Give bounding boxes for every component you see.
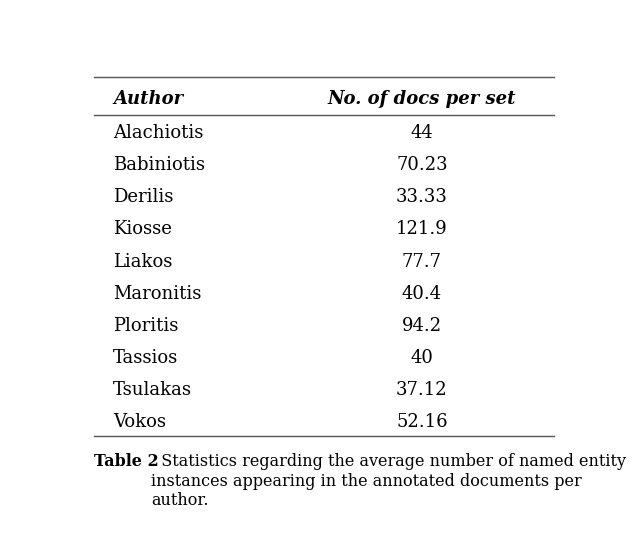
Text: Ploritis: Ploritis xyxy=(113,317,179,335)
Text: Alachiotis: Alachiotis xyxy=(113,124,204,142)
Text: Kiosse: Kiosse xyxy=(113,220,172,239)
Text: Babiniotis: Babiniotis xyxy=(113,156,205,174)
Text: 40: 40 xyxy=(410,349,434,367)
Text: Table 2: Table 2 xyxy=(94,453,159,470)
Text: 44: 44 xyxy=(411,124,433,142)
Text: 52.16: 52.16 xyxy=(396,413,447,431)
Text: No. of docs per set: No. of docs per set xyxy=(327,90,516,108)
Text: Vokos: Vokos xyxy=(113,413,166,431)
Text: Author: Author xyxy=(113,90,183,108)
Text: . Statistics regarding the average number of named entity instances appearing in: . Statistics regarding the average numbe… xyxy=(152,453,626,509)
Text: 94.2: 94.2 xyxy=(402,317,442,335)
Text: 77.7: 77.7 xyxy=(402,252,442,271)
Text: 40.4: 40.4 xyxy=(402,285,442,302)
Text: Maronitis: Maronitis xyxy=(113,285,202,302)
Text: Tsulakas: Tsulakas xyxy=(113,381,192,399)
Text: 33.33: 33.33 xyxy=(396,188,448,206)
Text: Tassios: Tassios xyxy=(113,349,178,367)
Text: 37.12: 37.12 xyxy=(396,381,447,399)
Text: 70.23: 70.23 xyxy=(396,156,447,174)
Text: 121.9: 121.9 xyxy=(396,220,447,239)
Text: Derilis: Derilis xyxy=(113,188,174,206)
Text: Liakos: Liakos xyxy=(113,252,173,271)
